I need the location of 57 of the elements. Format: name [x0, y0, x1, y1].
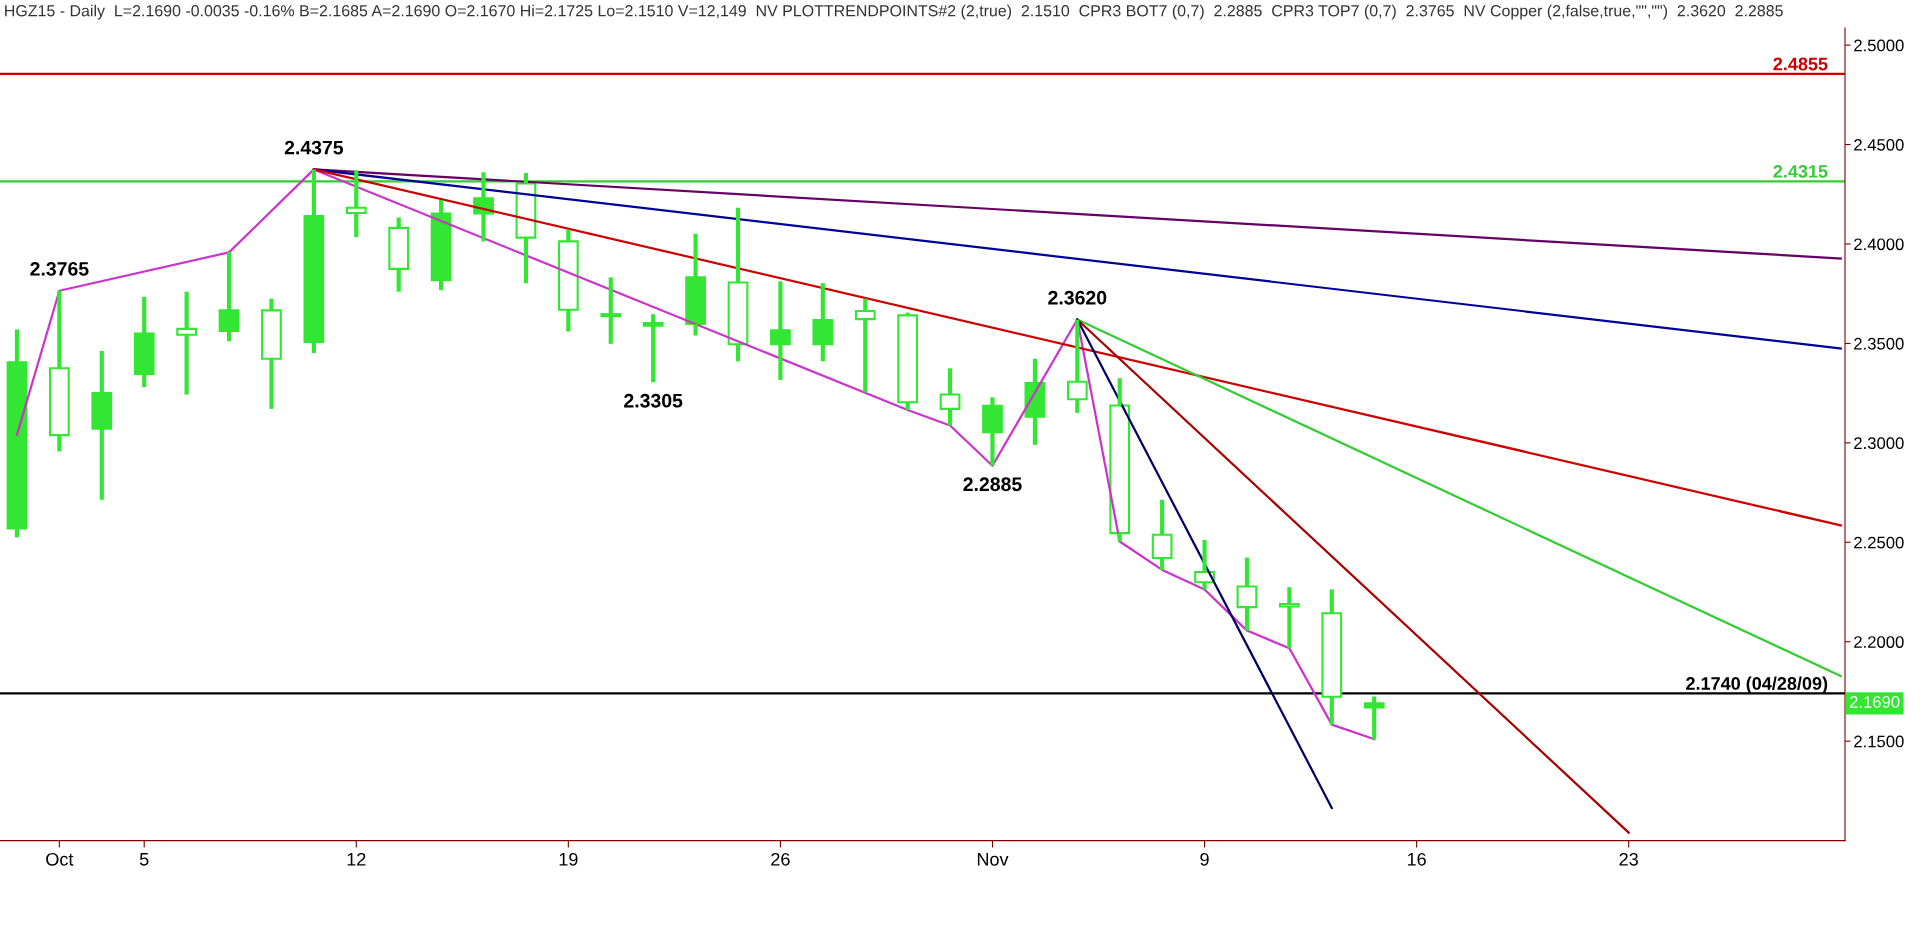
x-tick-label: 16 [1407, 852, 1426, 866]
annotation: 2.3765 [30, 262, 89, 276]
x-tick-label: 12 [347, 852, 366, 866]
candlestick [345, 170, 367, 238]
candlestick [133, 296, 155, 387]
candlestick [1066, 319, 1088, 413]
x-tick-label: 23 [1619, 852, 1638, 866]
y-tick-label: 2.4500 [1854, 138, 1904, 151]
candlestick [1151, 499, 1173, 570]
chart-title: HGZ15 - Daily L=2.1690 -0.0035 -0.16% B=2.1685 A=2.1690 O=2.1670 Hi=2.1725 Lo=2.1510 V=12,149 NV PLOTTRENDPOINTS#2 (2,true) 2.1510 CPR3 BOT7 (0,7) 2.2885 CPR3 TOP7 (0,7) 2.3765 NV Copper (2,false,true,"","") 2.3620 2.2885 [5, 4, 1783, 20]
annotation: 2.2885 [963, 477, 1022, 492]
y-tick-label: 2.3000 [1854, 437, 1904, 450]
candlestick [727, 207, 749, 362]
candlestick [854, 298, 876, 393]
candlestick [1279, 587, 1300, 649]
x-tick-label: 26 [771, 852, 790, 866]
candlestick [303, 169, 325, 353]
x-tick-label: 19 [559, 852, 578, 866]
y-tick-label: 2.4000 [1854, 238, 1904, 251]
y-tick-label: 2.2500 [1854, 536, 1904, 549]
candlestick [176, 291, 197, 395]
text: 2.1690 [1850, 696, 1900, 708]
candlestick [685, 233, 706, 336]
candlestick [1363, 696, 1385, 740]
candlestick [388, 217, 410, 292]
candlestick [1109, 378, 1131, 542]
annotation: 2.4375 [284, 140, 344, 155]
candlestick [770, 281, 791, 381]
y-tick-label: 2.2000 [1854, 636, 1904, 648]
candlestick [812, 283, 834, 362]
ref-line-label: 2.1740 (04/28/09) [1686, 676, 1828, 694]
ref-line-label: 2.4315 [1773, 164, 1828, 178]
candlestick [218, 252, 240, 342]
candlestick [600, 277, 622, 344]
candlestick [430, 200, 452, 291]
candlestick [91, 350, 113, 500]
y-tick-label: 2.5000 [1854, 39, 1904, 52]
candlestick [49, 290, 70, 452]
candlestick [473, 172, 494, 242]
x-tick-label: Nov [977, 853, 1009, 866]
y-tick-label: 2.3500 [1854, 337, 1904, 350]
candlestick [939, 368, 961, 426]
annotation: 2.3305 [624, 393, 683, 408]
x-tick-label: 9 [1200, 852, 1209, 866]
candlestick [642, 314, 664, 383]
ref-line-label: 2.4855 [1773, 57, 1828, 71]
candlestick [1236, 557, 1258, 631]
candlestick [1321, 589, 1343, 725]
y-tick-label: 2.1500 [1854, 735, 1904, 748]
line-series [15, 168, 1376, 741]
x-tick-label: 5 [139, 853, 149, 866]
x-tick-label: Oct [46, 852, 74, 866]
candlestick [982, 397, 1003, 466]
candlestick [261, 298, 282, 409]
candlestick [6, 329, 28, 538]
annotation: 2.3620 [1048, 290, 1107, 305]
candlestick [557, 229, 579, 332]
